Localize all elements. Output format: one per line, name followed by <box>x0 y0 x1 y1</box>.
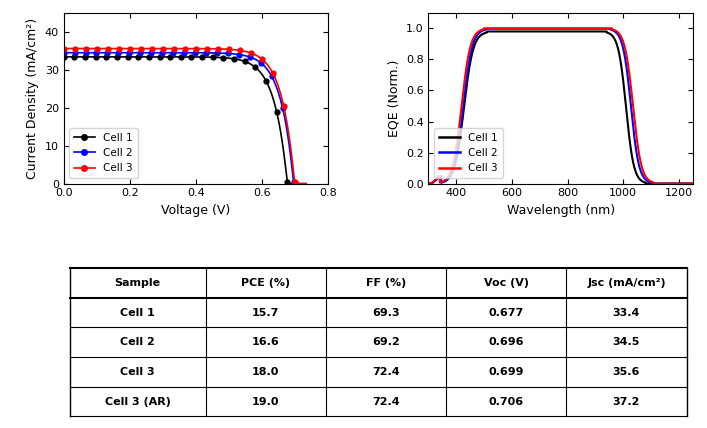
Text: 0.677: 0.677 <box>489 308 524 318</box>
Text: FF (%): FF (%) <box>366 278 406 288</box>
Text: 0.706: 0.706 <box>489 396 524 407</box>
Text: Cell 2: Cell 2 <box>120 337 155 347</box>
Text: 15.7: 15.7 <box>252 308 279 318</box>
Text: 18.0: 18.0 <box>252 367 279 377</box>
Y-axis label: EQE (Norm.): EQE (Norm.) <box>387 59 400 137</box>
Text: 72.4: 72.4 <box>372 396 399 407</box>
Text: 0.696: 0.696 <box>489 337 524 347</box>
Text: Cell 3: Cell 3 <box>120 367 155 377</box>
X-axis label: Voltage (V): Voltage (V) <box>161 204 230 217</box>
Text: 37.2: 37.2 <box>613 396 640 407</box>
Text: 16.6: 16.6 <box>252 337 279 347</box>
Legend: Cell 1, Cell 2, Cell 3: Cell 1, Cell 2, Cell 3 <box>69 128 138 178</box>
Text: Sample: Sample <box>115 278 160 288</box>
Text: Jsc (mA/cm²): Jsc (mA/cm²) <box>587 278 666 288</box>
Text: Cell 1: Cell 1 <box>120 308 155 318</box>
Text: 0.699: 0.699 <box>489 367 524 377</box>
Y-axis label: Current Density (mA/cm²): Current Density (mA/cm²) <box>26 18 39 179</box>
Text: 33.4: 33.4 <box>613 308 640 318</box>
Text: 34.5: 34.5 <box>613 337 640 347</box>
Text: PCE (%): PCE (%) <box>241 278 291 288</box>
Text: 19.0: 19.0 <box>252 396 279 407</box>
Text: 72.4: 72.4 <box>372 367 399 377</box>
Text: 35.6: 35.6 <box>613 367 640 377</box>
Text: 69.3: 69.3 <box>372 308 399 318</box>
Text: Voc (V): Voc (V) <box>484 278 529 288</box>
Text: Cell 3 (AR): Cell 3 (AR) <box>105 396 170 407</box>
Text: 69.2: 69.2 <box>372 337 400 347</box>
X-axis label: Wavelength (nm): Wavelength (nm) <box>507 204 614 217</box>
Legend: Cell 1, Cell 2, Cell 3: Cell 1, Cell 2, Cell 3 <box>433 128 503 178</box>
